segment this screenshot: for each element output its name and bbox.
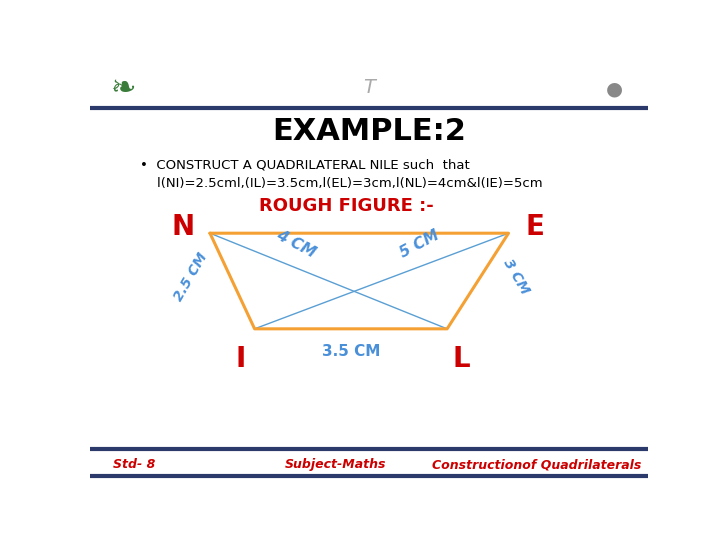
Text: Subject-Maths: Subject-Maths — [285, 458, 386, 471]
Text: L: L — [452, 346, 470, 374]
Text: 5 CM: 5 CM — [397, 227, 442, 260]
Text: 4 CM: 4 CM — [274, 227, 318, 260]
Text: 2.5 CM: 2.5 CM — [171, 251, 210, 303]
Text: I: I — [235, 346, 246, 374]
Text: l(NI)=2.5cml,(IL)=3.5cm,l(EL)=3cm,l(NL)=4cm&l(IE)=5cm: l(NI)=2.5cml,(IL)=3.5cm,l(EL)=3cm,l(NL)=… — [140, 177, 543, 190]
Text: ROUGH FIGURE :-: ROUGH FIGURE :- — [259, 197, 434, 215]
Text: •  CONSTRUCT A QUADRILATERAL NILE such  that: • CONSTRUCT A QUADRILATERAL NILE such th… — [140, 158, 470, 171]
Text: ●: ● — [606, 79, 623, 98]
Text: 3.5 CM: 3.5 CM — [322, 344, 380, 359]
Text: 3 CM: 3 CM — [500, 256, 531, 297]
Text: N: N — [171, 213, 194, 241]
Text: EXAMPLE:2: EXAMPLE:2 — [272, 117, 466, 146]
Text: Std- 8: Std- 8 — [114, 458, 156, 471]
Text: ❧: ❧ — [111, 75, 136, 104]
Text: E: E — [526, 213, 544, 241]
Text: T: T — [363, 78, 375, 97]
Text: Constructionof Quadrilaterals: Constructionof Quadrilaterals — [432, 458, 641, 471]
